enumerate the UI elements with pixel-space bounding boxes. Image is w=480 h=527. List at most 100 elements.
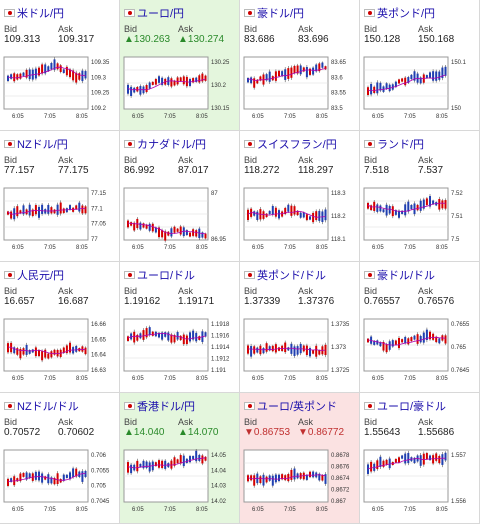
candle-body — [444, 335, 447, 344]
pair-title-link[interactable]: 豪ドル/円 — [244, 6, 304, 20]
y-tick-label: 0.706 — [91, 453, 107, 459]
pair-title-link[interactable]: カナダドル/円 — [124, 137, 206, 151]
pair-title-link[interactable]: スイスフラン/円 — [244, 137, 337, 151]
ask-number: 118.297 — [298, 165, 334, 176]
x-tick-label: 7:05 — [164, 114, 176, 120]
pair-title-link[interactable]: ユーロ/ドル — [124, 268, 195, 282]
rate-card[interactable]: 英ポンド/ドル Bid Ask 1.37339 1.37376 1.3735 1.373 1.… — [240, 262, 360, 393]
candle-body — [324, 209, 327, 221]
ask-number: 77.175 — [58, 165, 89, 176]
chart-svg: 87 86.95 6:05 7:05 8:05 — [123, 187, 227, 251]
ask-label: Ask — [418, 417, 434, 427]
candle-body — [438, 455, 441, 464]
mini-candlestick-chart[interactable]: 109.35 109.3 109.25 109.2 6:05 7:05 8:05 — [2, 56, 118, 126]
rate-card[interactable]: ユーロ/ドル Bid Ask 1.19162 1.19171 1.1918 1.1916 1.… — [120, 262, 240, 393]
pair-name: ユーロ/英ポンド — [257, 401, 338, 413]
pair-title-link[interactable]: ランド/円 — [364, 137, 424, 151]
rate-card[interactable]: 豪ドル/ドル Bid Ask 0.76557 0.76576 0.7655 0.765 0.7… — [360, 262, 480, 393]
candle-body — [367, 202, 369, 209]
candle-body — [19, 73, 22, 79]
ask-number: 109.317 — [58, 34, 95, 45]
mini-candlestick-chart[interactable]: 0.706 0.7055 0.705 0.7045 6:05 7:05 8:05 — [2, 449, 118, 519]
rate-card[interactable]: ユーロ/円 Bid Ask ▲130.263 ▲130.274 130.25 130.2 13… — [120, 0, 240, 131]
candle-body — [318, 63, 321, 72]
candle-body — [302, 212, 305, 218]
pair-title-link[interactable]: 米ドル/円 — [4, 6, 64, 20]
candle-body — [62, 208, 65, 213]
mini-candlestick-chart[interactable]: 1.1918 1.1916 1.1914 1.1912 1.191 6:05 7:05 8:0… — [122, 318, 238, 388]
candle-body — [148, 82, 151, 89]
candle-body — [278, 474, 280, 482]
candle-body — [136, 86, 139, 92]
candle-body — [56, 473, 59, 485]
x-tick-label: 6:05 — [12, 376, 24, 382]
rate-card[interactable]: 香港ドル/円 Bid Ask ▲14.040 ▲14.070 14.05 14.04 14.0… — [120, 393, 240, 524]
candle-body — [176, 228, 179, 232]
mini-candlestick-chart[interactable]: 0.8678 0.8676 0.8674 0.8672 0.867 6:05 7:05 8:0… — [242, 449, 358, 519]
rate-card[interactable]: ユーロ/英ポンド Bid Ask ▼0.86753 ▼0.86772 0.8678 0.86… — [240, 393, 360, 524]
candle-body — [142, 330, 145, 340]
candle-body — [407, 77, 410, 83]
pair-title-link[interactable]: NZドル/ドル — [4, 399, 79, 413]
y-tick-label: 16.63 — [91, 368, 107, 374]
mini-candlestick-chart[interactable]: 16.66 16.65 16.64 16.63 6:05 7:05 8:05 — [2, 318, 118, 388]
flag-icon — [244, 402, 255, 410]
candle-body — [7, 75, 9, 82]
candle-body — [324, 344, 327, 356]
rate-card[interactable]: 英ポンド/円 Bid Ask 150.128 150.168 150.1 150 6:05 7:… — [360, 0, 480, 131]
moving-average-line — [247, 210, 326, 218]
pair-title-link[interactable]: NZドル/円 — [4, 137, 68, 151]
candle-body — [161, 460, 164, 468]
mini-candlestick-chart[interactable]: 0.7655 0.765 0.7645 6:05 7:05 8:05 — [362, 318, 478, 388]
pair-name: ユーロ/円 — [137, 8, 185, 20]
mini-candlestick-chart[interactable]: 130.25 130.2 130.15 6:05 7:05 8:05 — [122, 56, 238, 126]
candle-body — [19, 473, 22, 482]
candle-body — [302, 345, 305, 352]
mini-candlestick-chart[interactable]: 77.15 77.1 77.05 77 6:05 7:05 8:05 — [2, 187, 118, 257]
candle-body — [410, 74, 413, 80]
rate-card[interactable]: 米ドル/円 Bid Ask 109.313 109.317 109.35 109.3 109.… — [0, 0, 120, 131]
pair-title-link[interactable]: 英ポンド/円 — [364, 6, 435, 20]
rate-card[interactable]: NZドル/ドル Bid Ask 0.70572 0.70602 0.706 0.7055 0.… — [0, 393, 120, 524]
mini-candlestick-chart[interactable]: 14.05 14.04 14.03 14.02 6:05 7:05 8:05 — [122, 449, 238, 519]
candle-body — [250, 475, 253, 481]
candle-body — [78, 202, 81, 212]
flag-icon — [4, 140, 15, 148]
candle-body — [167, 231, 170, 236]
candle-body — [201, 73, 204, 82]
rate-card[interactable]: NZドル/円 Bid Ask 77.157 77.175 77.15 77.1 77.05 77… — [0, 131, 120, 262]
mini-candlestick-chart[interactable]: 83.65 83.6 83.55 83.5 6:05 7:05 8:05 — [242, 56, 358, 126]
bid-value: 150.128 — [364, 34, 400, 45]
candle-body — [198, 75, 201, 83]
mini-candlestick-chart[interactable]: 150.1 150 6:05 7:05 8:05 — [362, 56, 478, 126]
pair-title-link[interactable]: 香港ドル/円 — [124, 399, 195, 413]
candle-body — [373, 340, 376, 345]
bid-label: Bid — [244, 155, 258, 165]
mini-candlestick-chart[interactable]: 1.3735 1.373 1.3725 6:05 7:05 8:05 — [242, 318, 358, 388]
rate-card[interactable]: カナダドル/円 Bid Ask 86.992 87.017 87 86.95 6:05 7:05… — [120, 131, 240, 262]
candle-body — [373, 86, 376, 93]
pair-title-link[interactable]: ユーロ/豪ドル — [364, 399, 446, 413]
candle-body — [59, 478, 62, 483]
candle-body — [315, 64, 318, 72]
rate-card[interactable]: 豪ドル/円 Bid Ask 83.686 83.696 83.65 83.6 83.55 83.… — [240, 0, 360, 131]
pair-title-link[interactable]: 豪ドル/ドル — [364, 268, 435, 282]
flag-icon — [244, 140, 255, 148]
pair-title-link[interactable]: 英ポンド/ドル — [244, 268, 326, 282]
mini-candlestick-chart[interactable]: 1.557 1.556 6:05 7:05 8:05 — [362, 449, 478, 519]
mini-candlestick-chart[interactable]: 87 86.95 6:05 7:05 8:05 — [122, 187, 238, 257]
candle-body — [432, 455, 435, 464]
candle-body — [10, 478, 13, 482]
bid-label: Bid — [244, 417, 258, 427]
mini-candlestick-chart[interactable]: 7.52 7.51 7.5 6:05 7:05 8:05 — [362, 187, 478, 257]
pair-title-link[interactable]: ユーロ/円 — [124, 6, 184, 20]
rate-card[interactable]: ランド/円 Bid Ask 7.518 7.537 7.52 7.51 7.5 6:05 7:05… — [360, 131, 480, 262]
mini-candlestick-chart[interactable]: 118.3 118.2 118.1 6:05 7:05 8:05 — [242, 187, 358, 257]
rate-card[interactable]: スイスフラン/円 Bid Ask 118.272 118.297 118.3 118.2 11… — [240, 131, 360, 262]
rate-card[interactable]: ユーロ/豪ドル Bid Ask 1.55643 1.55686 1.557 1.556 6:0… — [360, 393, 480, 524]
pair-title-link[interactable]: ユーロ/英ポンド — [244, 399, 337, 413]
candle-body — [305, 345, 308, 356]
rate-card[interactable]: 人民元/円 Bid Ask 16.657 16.687 16.66 16.65 16.64 16… — [0, 262, 120, 393]
candle-body — [250, 346, 253, 357]
pair-title-link[interactable]: 人民元/円 — [4, 268, 64, 282]
